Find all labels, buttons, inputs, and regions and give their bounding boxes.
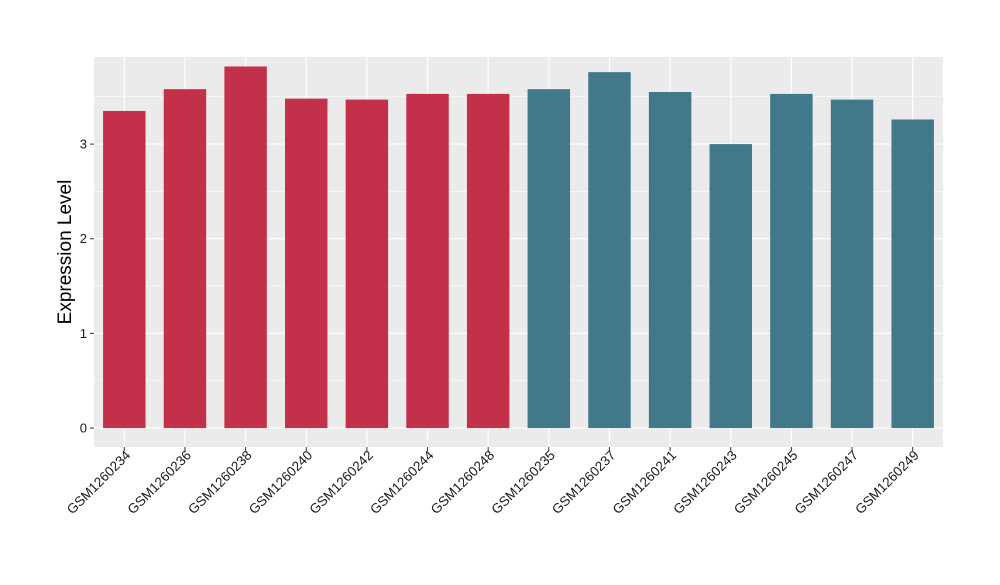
y-tick-label: 1 — [80, 326, 87, 341]
x-tick-label: GSM1260237 — [549, 448, 619, 518]
x-tick-label: GSM1260249 — [852, 448, 922, 518]
x-tick-label: GSM1260248 — [428, 448, 498, 518]
bars-group — [103, 66, 934, 429]
bar-GSM1260249 — [891, 119, 934, 429]
x-tick-label: GSM1260240 — [246, 448, 316, 518]
bar-GSM1260241 — [648, 92, 692, 429]
bar-GSM1260237 — [588, 72, 631, 429]
x-tick-label: GSM1260235 — [488, 448, 558, 518]
x-tick-label: GSM1260238 — [185, 448, 255, 518]
x-tick-label: GSM1260245 — [731, 448, 801, 518]
y-axis-title: Expression Level — [55, 180, 76, 325]
bar-GSM1260238 — [224, 66, 267, 429]
bar-GSM1260242 — [345, 99, 389, 429]
bar-GSM1260236 — [163, 89, 207, 429]
bar-GSM1260244 — [406, 93, 449, 429]
x-axis: GSM1260234GSM1260236GSM1260238GSM1260240… — [64, 447, 922, 517]
x-tick-label: GSM1260243 — [670, 448, 740, 518]
x-tick-label: GSM1260241 — [610, 448, 680, 518]
bar-GSM1260240 — [285, 98, 328, 429]
y-tick-label: 3 — [80, 137, 87, 152]
bar-GSM1260248 — [466, 93, 510, 429]
y-tick-label: 2 — [80, 231, 87, 246]
bar-GSM1260247 — [830, 99, 874, 429]
y-axis: 0 1 2 3 — [80, 137, 94, 436]
plot-panel — [94, 57, 943, 447]
bar-GSM1260235 — [527, 89, 571, 429]
y-tick-label: 0 — [80, 421, 87, 436]
bar-GSM1260245 — [770, 93, 813, 429]
x-tick-label: GSM1260242 — [306, 448, 376, 518]
bar-GSM1260234 — [103, 110, 146, 429]
x-tick-label: GSM1260247 — [792, 448, 862, 518]
x-tick-label: GSM1260236 — [125, 448, 195, 518]
bar-GSM1260243 — [709, 144, 752, 429]
